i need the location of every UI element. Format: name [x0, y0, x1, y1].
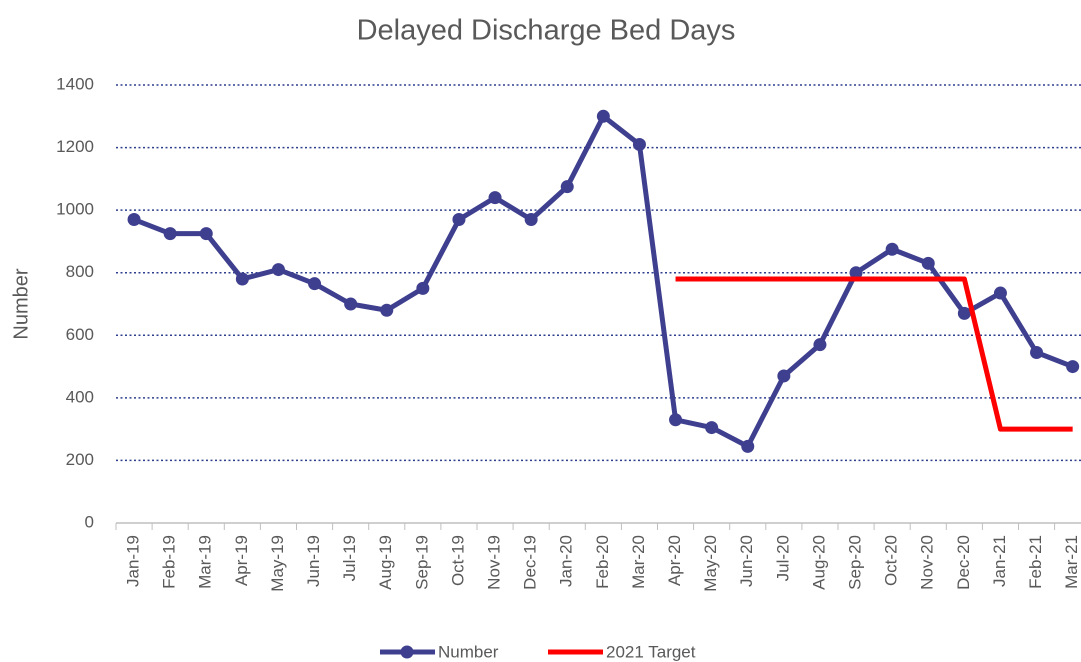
x-tick-label: Jul-20 — [773, 535, 792, 581]
x-tick-label: Jan-21 — [990, 535, 1009, 587]
x-tick-label: Jan-20 — [557, 535, 576, 587]
point-marker — [813, 338, 827, 352]
y-tick-label: 800 — [66, 262, 94, 281]
y-tick-label: 1200 — [56, 137, 94, 156]
x-tick-label: Aug-20 — [809, 535, 828, 590]
y-tick-label: 600 — [66, 325, 94, 344]
point-marker — [488, 191, 502, 205]
x-tick-label: Apr-20 — [665, 535, 684, 586]
point-marker — [560, 180, 574, 194]
point-marker — [344, 297, 358, 311]
point-marker — [1030, 345, 1044, 359]
x-tick-label: Sep-20 — [846, 535, 865, 590]
x-tick-label: Aug-19 — [376, 535, 395, 590]
point-marker — [1066, 360, 1080, 374]
point-marker — [416, 281, 430, 295]
y-tick-label: 400 — [66, 387, 94, 406]
point-marker — [271, 263, 285, 277]
x-tick-label: Nov-19 — [485, 535, 504, 590]
x-tick-label: Dec-19 — [521, 535, 540, 590]
point-marker — [632, 137, 646, 151]
point-marker — [993, 286, 1007, 300]
x-tick-label: Feb-19 — [160, 535, 179, 589]
point-marker — [849, 266, 863, 280]
x-tick-label: Sep-19 — [412, 535, 431, 590]
y-tick-label: 200 — [66, 450, 94, 469]
point-marker — [777, 369, 791, 383]
x-tick-label: Jun-19 — [304, 535, 323, 587]
x-tick-label: Dec-20 — [954, 535, 973, 590]
point-marker — [524, 213, 538, 227]
point-marker — [705, 421, 719, 435]
y-tick-label: 1400 — [56, 74, 94, 93]
x-tick-label: May-20 — [701, 535, 720, 592]
point-marker — [452, 213, 466, 227]
x-tick-label: Mar-21 — [1062, 535, 1081, 589]
series-line — [675, 276, 1073, 432]
legend-label: 2021 Target — [606, 642, 696, 661]
x-tick-label: Mar-19 — [196, 535, 215, 589]
x-tick-label: Oct-19 — [448, 535, 467, 586]
point-marker — [669, 413, 683, 427]
legend-marker — [400, 645, 414, 659]
point-marker — [741, 439, 755, 453]
point-marker — [596, 109, 610, 123]
x-tick-label: Jan-19 — [124, 535, 143, 587]
point-marker — [308, 277, 322, 291]
x-tick-label: Feb-20 — [593, 535, 612, 589]
x-tick-label: Jul-19 — [340, 535, 359, 581]
x-tick-label: May-19 — [268, 535, 287, 592]
x-tick-label: Feb-21 — [1026, 535, 1045, 589]
point-marker — [380, 303, 394, 317]
point-marker — [957, 306, 971, 320]
point-marker — [199, 227, 213, 241]
legend-label: Number — [438, 642, 499, 661]
point-marker — [235, 272, 249, 286]
x-tick-label: Nov-20 — [918, 535, 937, 590]
x-tick-label: Jun-20 — [737, 535, 756, 587]
x-tick-label: Oct-20 — [882, 535, 901, 586]
x-tick-label: Apr-19 — [232, 535, 251, 586]
point-marker — [885, 242, 899, 256]
y-axis-label: Number — [10, 268, 32, 339]
x-tick-label: Mar-20 — [629, 535, 648, 589]
point-marker — [127, 213, 141, 227]
point-marker — [921, 256, 935, 270]
chart-title: Delayed Discharge Bed Days — [357, 15, 736, 47]
y-tick-label: 0 — [85, 512, 94, 531]
point-marker — [163, 227, 177, 241]
y-tick-label: 1000 — [56, 200, 94, 219]
